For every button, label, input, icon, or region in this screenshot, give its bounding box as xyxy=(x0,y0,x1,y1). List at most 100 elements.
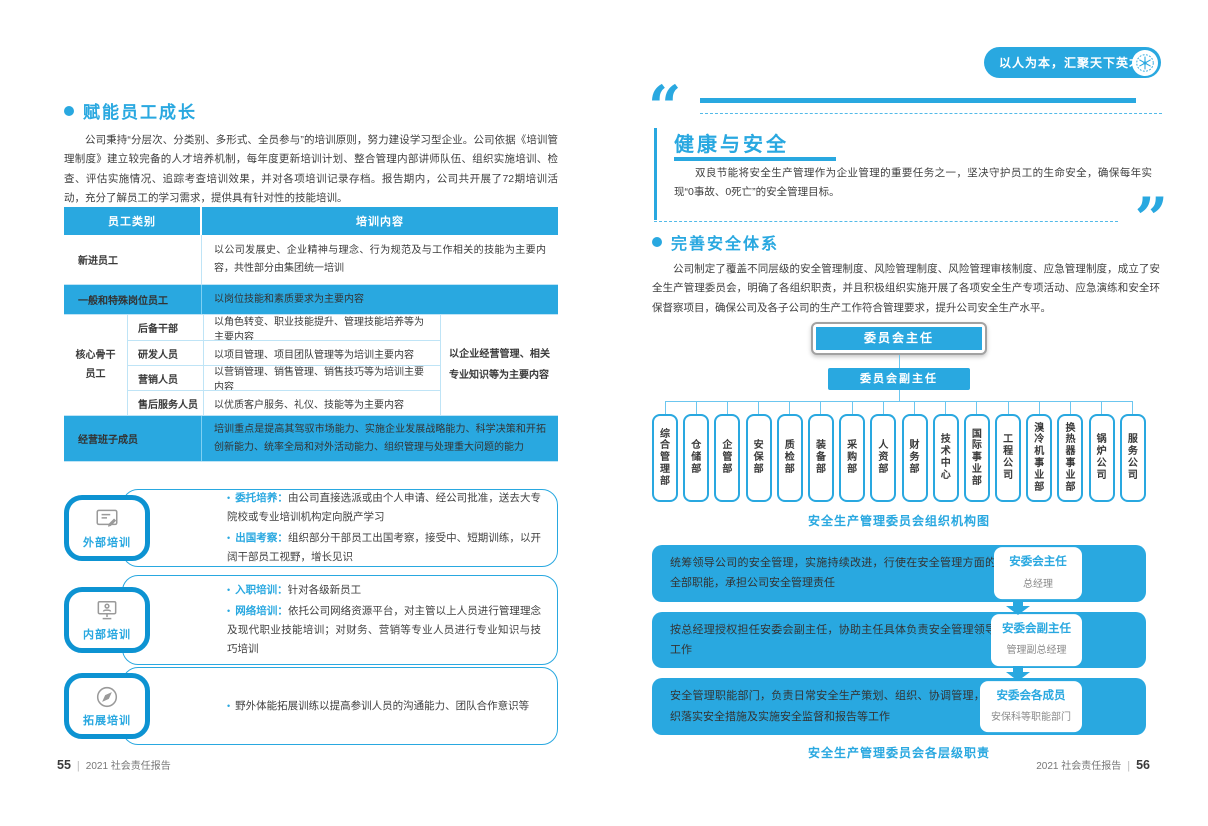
bullet-icon: • xyxy=(227,585,231,596)
page-number: 56 xyxy=(1136,758,1150,772)
org-department: 装备部 xyxy=(807,402,834,502)
org-director-frame: 委员会主任 xyxy=(811,322,987,355)
org-department: 溴冷机事业部 xyxy=(1026,402,1053,502)
org-department: 工程公司 xyxy=(995,402,1022,502)
cell-subcategory: 研发人员 xyxy=(128,341,204,365)
cell-content: 培训重点是提高其驾驭市场能力、实施企业发展战略能力、科学决策和开拓创新能力、统率… xyxy=(214,424,546,453)
training-box-content: • 委托培养：由公司直接选派或由个人申请、经公司批准，送去大专院校或专业培训机构定… xyxy=(122,489,558,567)
certificate-icon xyxy=(96,509,118,527)
cell-content: 以角色转变、职业技能提升、管理技能培养等为主要内容 xyxy=(214,316,424,343)
item-text: 由公司直接选派或由个人申请、经公司批准，送去大专院校或专业培训机构定向脱产学习 xyxy=(227,492,542,524)
department-label: 财务部 xyxy=(909,440,920,475)
footer-divider: | xyxy=(1127,760,1131,772)
org-connector xyxy=(882,402,884,414)
cell-content: 以项目管理、项目团队管理等为培训主要内容 xyxy=(214,349,414,361)
department-box: 技术中心 xyxy=(932,414,959,502)
core-subrows: 后备干部 以角色转变、职业技能提升、管理技能培养等为主要内容 研发人员 以项目管… xyxy=(128,315,440,415)
org-chart-caption: 安全生产管理委员会组织机构图 xyxy=(807,514,990,528)
department-box: 企管部 xyxy=(714,414,741,502)
training-box-icon-tile: 拓展培训 xyxy=(64,673,150,739)
list-item: • 野外体能拓展训练以提高参训人员的沟通能力、团队合作意识等 xyxy=(227,697,541,716)
department-box: 质检部 xyxy=(776,414,803,502)
org-department-row: 综合管理部 仓储部 企管部 安保部 质检部 装备部 采购部 人资部 财务部 技术… xyxy=(652,402,1146,502)
org-connector xyxy=(1101,402,1103,414)
item-text: 依托公司网络资源平台，对主管以上人员进行管理理念及现代职业技能培训；对财务、营销… xyxy=(227,605,542,655)
duty-row-director: 统筹领导公司的安全管理，实施持续改进，行使在安全管理方面的全部职能，承担公司安全… xyxy=(652,545,1146,602)
quote-top-dashed-rule xyxy=(700,113,1162,114)
training-table: 员工类别 培训内容 新进员工 以公司发展史、企业精神与理念、行为规范及与工作相关… xyxy=(64,207,558,462)
footer-left: 55 | 2021 社会责任报告 xyxy=(57,757,171,772)
department-label: 质检部 xyxy=(784,440,795,475)
cell-subcategory: 后备干部 xyxy=(128,315,204,340)
org-connector xyxy=(1069,402,1071,414)
item-label: 入职培训： xyxy=(235,584,288,597)
org-director-box: 委员会主任 xyxy=(816,327,982,350)
duty-text: 安全管理职能部门，负责日常安全生产策划、组织、协调管理，组织落实安全措施及实施安… xyxy=(670,690,996,723)
training-box-content: • 野外体能拓展训练以提高参训人员的沟通能力、团队合作意识等 xyxy=(122,667,558,745)
org-connector xyxy=(695,402,697,414)
duty-holder: 总经理 xyxy=(1023,578,1053,590)
org-connector xyxy=(976,402,978,414)
department-box: 安保部 xyxy=(745,414,772,502)
cell-content: 以营销管理、销售管理、销售技巧等为培训主要内容 xyxy=(214,367,424,393)
cell-category: 新进员工 xyxy=(64,235,202,284)
department-box: 装备部 xyxy=(807,414,834,502)
cell-content: 以优质客户服务、礼仪、技能等为主要内容 xyxy=(214,399,404,411)
duty-holder: 管理副总经理 xyxy=(1006,645,1067,657)
org-connector xyxy=(945,402,947,414)
section-bullet-icon xyxy=(652,237,662,247)
item-label: 委托培养： xyxy=(235,492,288,505)
org-connector xyxy=(851,402,853,414)
org-department: 国际事业部 xyxy=(963,402,990,502)
report-title: 2021 社会责任报告 xyxy=(1036,761,1122,772)
list-item: • 网络培训：依托公司网络资源平台，对主管以上人员进行管理理念及现代职业技能培训；… xyxy=(227,602,541,659)
section-header-employee-growth: 赋能员工成长 xyxy=(64,98,197,123)
department-box: 工程公司 xyxy=(995,414,1022,502)
org-department: 财务部 xyxy=(901,402,928,502)
table-subrow: 售后服务人员 以优质客户服务、礼仪、技能等为主要内容 xyxy=(128,390,440,415)
safety-org-chart: 委员会主任 委员会副主任 综合管理部 仓储部 企管部 安保部 质检部 装备部 采… xyxy=(652,322,1146,529)
department-label: 工程公司 xyxy=(1003,434,1014,481)
duty-section: 统筹领导公司的安全管理，实施持续改进，行使在安全管理方面的全部职能，承担公司安全… xyxy=(652,545,1146,761)
cell-subcategory: 售后服务人员 xyxy=(128,391,204,415)
org-department: 服务公司 xyxy=(1119,402,1146,502)
table-row-management-team: 经营班子成员 培训重点是提高其驾驭市场能力、实施企业发展战略能力、科学决策和开拓… xyxy=(64,416,558,462)
org-connector xyxy=(726,402,728,414)
safety-intro-paragraph: 公司制定了覆盖不同层级的安全管理制度、风险管理制度、风险管理审核制度、应急管理制… xyxy=(652,263,1160,314)
compass-icon xyxy=(96,686,118,708)
training-box-outdoor: • 野外体能拓展训练以提高参训人员的沟通能力、团队合作意识等 拓展培训 xyxy=(64,667,558,745)
quote-text: 双良节能将安全生产管理作为企业管理的重要任务之一，坚决守护员工的生命安全，确保每… xyxy=(674,167,1152,199)
cell-subcategory: 营销人员 xyxy=(128,366,204,390)
down-arrow-icon xyxy=(1006,666,1030,682)
cell-category: 经营班子成员 xyxy=(64,416,202,461)
cell-content: 以岗位技能和素质要求为主要内容 xyxy=(214,293,364,305)
chapter-title-underline xyxy=(674,157,836,161)
org-connector xyxy=(1007,402,1009,414)
list-item: • 入职培训：针对各级新员工 xyxy=(227,581,541,600)
snowflake-icon xyxy=(1136,53,1154,72)
open-quote-icon: “ xyxy=(648,73,681,141)
department-box: 国际事业部 xyxy=(963,414,990,502)
org-department: 采购部 xyxy=(839,402,866,502)
org-connector xyxy=(898,355,900,368)
department-label: 国际事业部 xyxy=(971,428,982,487)
quote-top-rule xyxy=(700,98,1136,103)
org-department: 锅炉公司 xyxy=(1088,402,1115,502)
org-department: 安保部 xyxy=(745,402,772,502)
report-title: 2021 社会责任报告 xyxy=(85,761,171,772)
department-box: 财务部 xyxy=(901,414,928,502)
org-department: 综合管理部 xyxy=(652,402,678,502)
down-arrow-icon xyxy=(1006,599,1030,615)
org-department: 技术中心 xyxy=(932,402,959,502)
department-label: 人资部 xyxy=(878,440,889,475)
chapter-title: 健康与安全 xyxy=(674,134,789,156)
table-subrow: 营销人员 以营销管理、销售管理、销售技巧等为培训主要内容 xyxy=(128,365,440,393)
cell-note: 以企业经营管理、相关专业知识等为主要内容 xyxy=(440,315,558,415)
item-text: 针对各级新员工 xyxy=(287,584,362,597)
table-row-new-employees: 新进员工 以公司发展史、企业精神与理念、行为规范及与工作相关的技能为主要内容，共… xyxy=(64,235,558,285)
training-box-label: 内部培训 xyxy=(83,629,131,641)
bullet-icon: • xyxy=(227,533,231,543)
table-row-general-employees: 一般和特殊岗位员工 以岗位技能和素质要求为主要内容 xyxy=(64,285,558,315)
department-label: 锅炉公司 xyxy=(1096,434,1107,481)
